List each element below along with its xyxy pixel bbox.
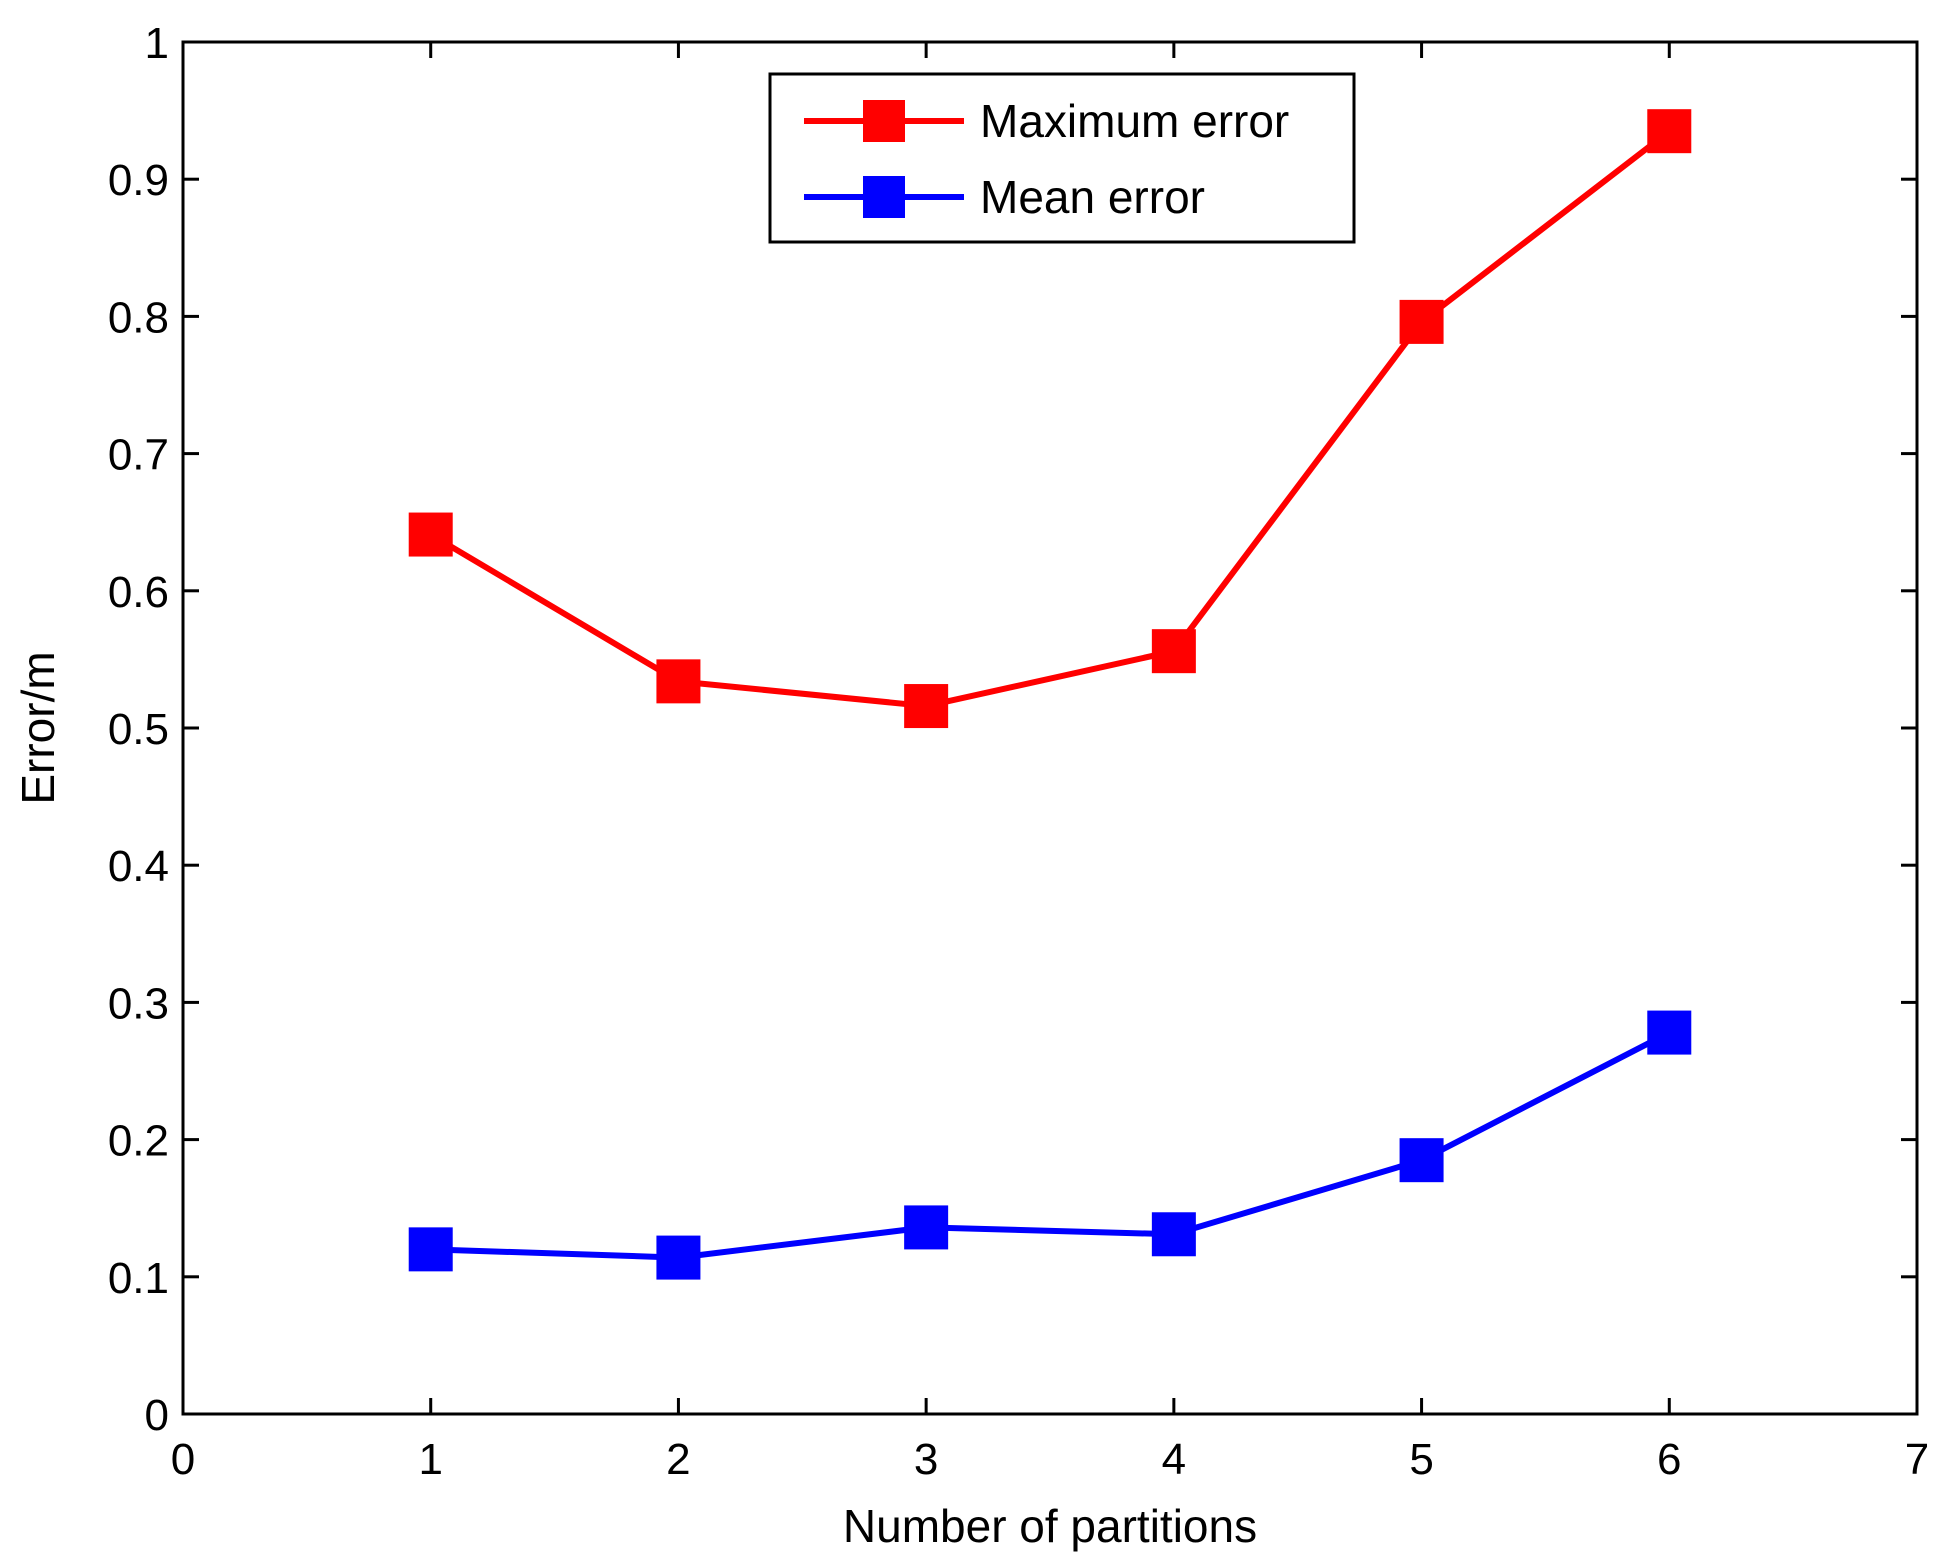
data-point-maximum-error	[904, 684, 949, 729]
x-tick-label: 6	[1657, 1435, 1681, 1484]
y-tick-label: 0.5	[108, 705, 169, 754]
data-point-maximum-error	[408, 512, 453, 557]
y-tick-label: 1	[145, 19, 169, 68]
y-tick-label: 0.7	[108, 431, 169, 480]
y-tick-label: 0.6	[108, 568, 169, 617]
data-point-mean-error	[1399, 1138, 1444, 1183]
y-axis-title: Error/m	[12, 651, 64, 804]
data-point-maximum-error	[1399, 299, 1444, 344]
series-line-mean-error	[430, 1029, 1671, 1261]
legend-label-maximum-error: Maximum error	[980, 95, 1289, 147]
x-tick-label: 4	[1162, 1435, 1186, 1484]
y-tick-label: 0.1	[108, 1254, 169, 1303]
y-tick-label: 0	[145, 1391, 169, 1440]
series-line-maximum-error	[429, 128, 1672, 710]
x-axis-title: Number of partitions	[843, 1500, 1257, 1552]
data-point-mean-error	[1151, 1212, 1196, 1257]
y-tick-label: 0.3	[108, 979, 169, 1028]
tick-labels: 0 1 2 3 4 5 6 7 0 0.1 0.2 0.3 0.4 0.5 0.6 0.7 0.8 0.9 1	[108, 19, 1929, 1484]
x-tick-label: 5	[1409, 1435, 1433, 1484]
series-layer	[408, 109, 1692, 1280]
y-tick-label: 0.2	[108, 1117, 169, 1166]
legend: Maximum error Mean error	[768, 72, 1356, 244]
data-point-maximum-error	[1647, 109, 1692, 154]
data-point-mean-error	[1647, 1010, 1692, 1055]
data-point-mean-error	[408, 1227, 453, 1272]
x-tick-label: 2	[666, 1435, 690, 1484]
y-tick-label: 0.8	[108, 293, 169, 342]
data-point-mean-error	[904, 1205, 949, 1250]
plot-area	[181, 40, 1919, 1416]
legend-label-mean-error: Mean error	[980, 171, 1205, 223]
tick-marks	[181, 40, 1919, 1416]
legend-swatch-marker-mean-error	[863, 176, 905, 218]
y-tick-label: 0.4	[108, 842, 169, 891]
data-point-mean-error	[656, 1235, 701, 1280]
y-tick-label: 0.9	[108, 156, 169, 205]
x-tick-label: 7	[1905, 1435, 1929, 1484]
legend-swatch-marker-maximum-error	[863, 100, 905, 142]
x-tick-label: 3	[914, 1435, 938, 1484]
x-tick-label: 1	[418, 1435, 442, 1484]
x-tick-label: 0	[171, 1435, 195, 1484]
data-point-maximum-error	[1151, 629, 1196, 674]
data-point-maximum-error	[656, 659, 701, 704]
